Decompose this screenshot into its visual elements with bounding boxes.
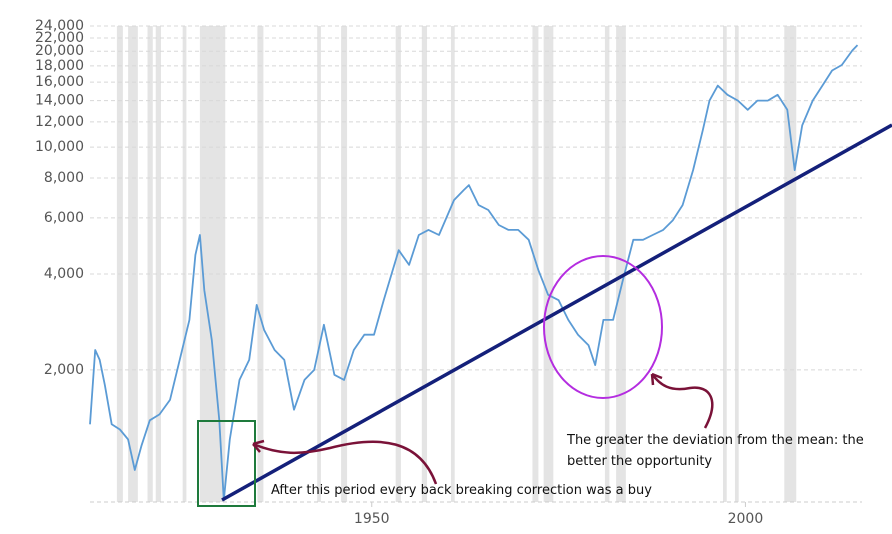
- data-line: [89, 44, 859, 502]
- recession-band: [616, 26, 626, 502]
- highlight-ellipse: [543, 255, 663, 399]
- arrow: [252, 440, 438, 485]
- recession-band: [395, 26, 401, 502]
- recession-band: [543, 26, 554, 502]
- x-tick-label: 2000: [728, 511, 764, 527]
- recession-band: [155, 26, 161, 502]
- y-tick-label: 12,000: [35, 114, 84, 130]
- y-tick-label: 24,000: [35, 18, 84, 34]
- y-tick-label: 18,000: [35, 58, 84, 74]
- recession-band: [116, 26, 123, 502]
- recession-band: [182, 26, 187, 502]
- recession-band: [128, 26, 138, 502]
- recession-band: [604, 26, 610, 502]
- arrow: [650, 373, 714, 429]
- x-tick-label: 1950: [354, 511, 390, 527]
- y-tick-label: 14,000: [35, 93, 84, 109]
- y-tick-label: 4,000: [44, 266, 84, 282]
- recession-band: [317, 26, 321, 502]
- y-tick-label: 20,000: [35, 43, 84, 59]
- y-tick-label: 10,000: [35, 139, 84, 155]
- y-tick-label: 22,000: [35, 30, 84, 46]
- recession-band: [147, 26, 153, 502]
- arrow-head: [650, 372, 663, 386]
- y-tick-label: 6,000: [44, 210, 84, 226]
- y-tick-label: 2,000: [44, 362, 84, 378]
- annotation: After this period every back breaking co…: [271, 483, 652, 498]
- y-tick-label: 8,000: [44, 170, 84, 186]
- recession-band: [257, 26, 264, 502]
- recession-band: [341, 26, 348, 502]
- arrow-head: [252, 439, 265, 453]
- recession-band: [784, 26, 797, 502]
- recession-band: [532, 26, 539, 502]
- trend-line: [221, 123, 892, 502]
- highlight-box: [197, 420, 256, 507]
- recession-band: [722, 26, 727, 502]
- recession-band: [450, 26, 455, 502]
- recession-band: [199, 26, 226, 502]
- recession-band: [734, 26, 739, 502]
- recession-band: [421, 26, 428, 502]
- annotation: The greater the deviation from the mean:…: [567, 433, 864, 469]
- y-tick-label: 16,000: [35, 74, 84, 90]
